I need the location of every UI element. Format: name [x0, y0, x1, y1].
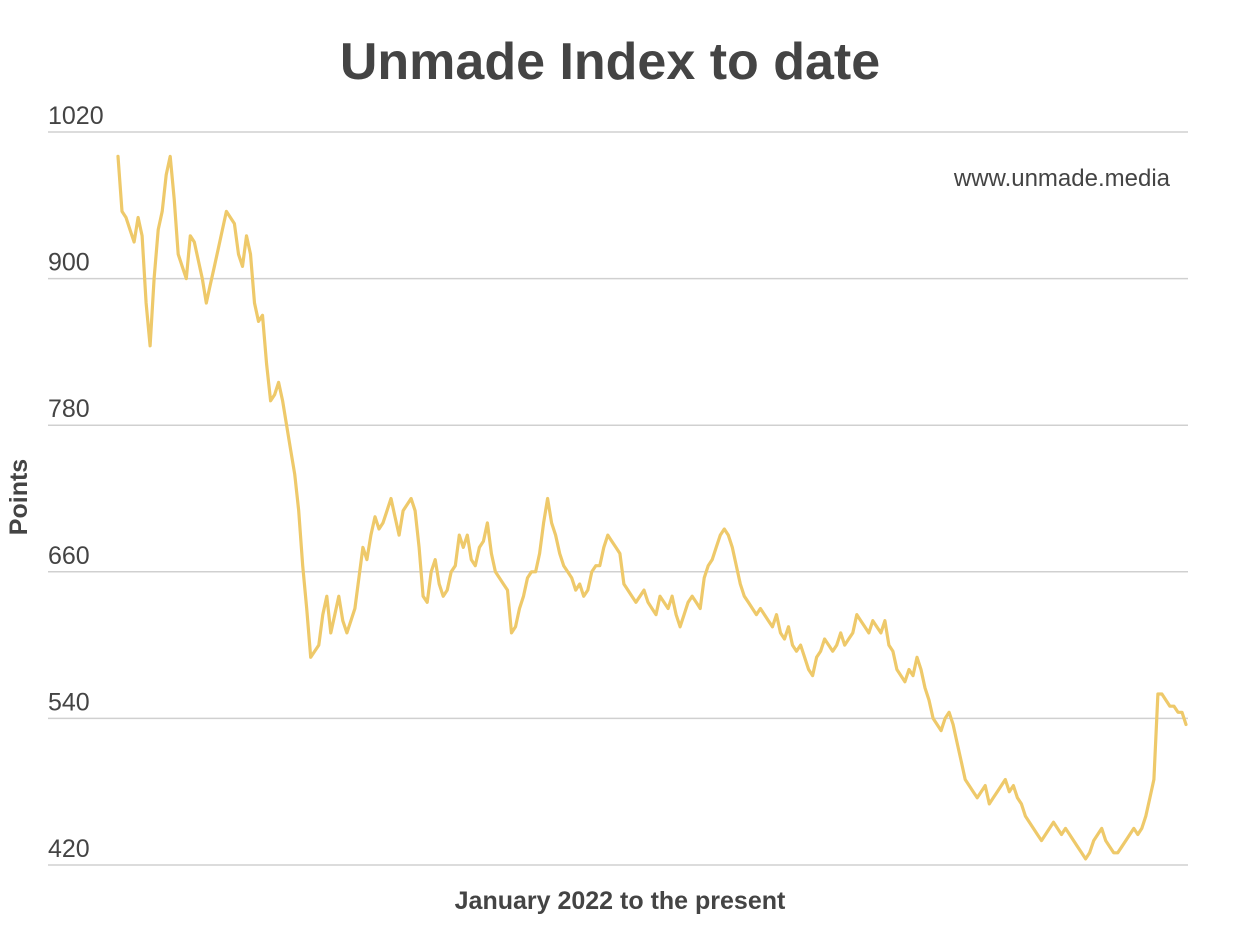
y-tick-label-660: 660	[48, 542, 90, 570]
y-axis-label: Points	[5, 459, 33, 535]
source-annotation: www.unmade.media	[953, 165, 1171, 192]
series-line-0	[116, 154, 1188, 861]
series-lines	[116, 154, 1188, 861]
y-tick-label-1020: 1020	[48, 102, 104, 130]
gridlines	[48, 131, 1188, 866]
x-axis-label: January 2022 to the present	[455, 887, 786, 915]
y-tick-label-540: 540	[48, 688, 90, 716]
y-tick-label-900: 900	[48, 249, 90, 277]
y-tick-labels: 1020 900 780 660 540 420	[48, 102, 104, 863]
y-tick-label-420: 420	[48, 835, 90, 863]
chart-title: Unmade Index to date	[340, 33, 880, 91]
y-tick-label-780: 780	[48, 395, 90, 423]
